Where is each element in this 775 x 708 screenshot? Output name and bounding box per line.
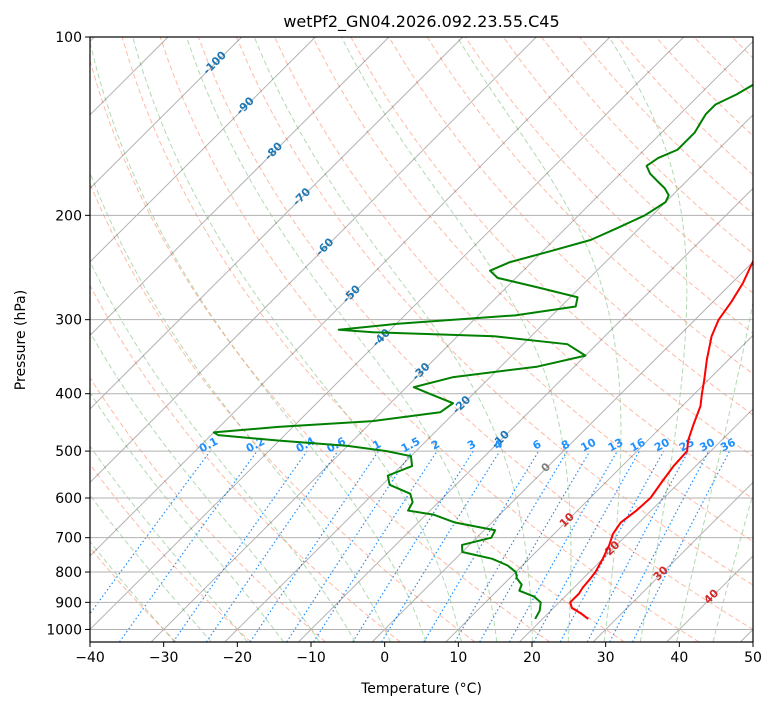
temperature-profile-line [569,259,753,620]
mixing-ratio-label: 20 [652,436,672,455]
dry-adiabat-line [502,37,753,294]
dry-adiabat-line [312,37,753,500]
dry-adiabat-line [159,37,700,642]
moist-adiabat-line [90,445,249,642]
mixing-ratio-lines [90,450,731,642]
x-tick-label: 10 [449,650,467,666]
profiles [212,83,753,620]
mixing-ratio-line [90,450,211,615]
y-tick-label: 700 [55,531,82,547]
isotherm-line [90,37,390,337]
plot-area: -100-90-80-70-60-50-40-30-20-10010203040… [90,37,753,642]
isotherm-line [90,37,243,190]
dry-adiabat-line [90,284,401,642]
x-tick-label: −10 [296,650,326,666]
x-axis: −40 −30 −20 −10 0 10 20 30 40 50 [75,642,762,666]
isobars [90,37,753,630]
x-tick-label: 50 [744,650,762,666]
mixing-ratio-line [381,450,501,642]
mixing-ratio-line [172,450,308,642]
y-tick-label: 200 [55,208,82,224]
x-tick-label: 20 [523,650,541,666]
y-tick-label: 600 [55,491,82,507]
isotherm-line [445,334,753,642]
dewpoint-profile-line [212,83,753,620]
y-tick-label: 900 [55,595,82,611]
mixing-ratio-line [559,450,665,642]
x-tick-label: 30 [597,650,615,666]
moist-adiabat-line [90,331,320,642]
y-tick-label: 500 [55,444,82,460]
mixing-ratio-line [509,450,618,642]
y-tick-label: 800 [55,565,82,581]
isotherm-line [298,187,753,642]
isotherm-line [90,37,685,631]
x-tick-label: −30 [149,650,179,666]
mixing-ratio-line [118,450,258,642]
dry-adiabat-line [197,37,753,631]
isotherm-line [592,481,753,642]
plot-frame [89,36,754,643]
mixing-ratio-label: 36 [718,436,738,455]
y-tick-label: 400 [55,387,82,403]
moist-adiabat-line [676,300,753,642]
dry-adiabat-line [426,37,753,375]
mixing-ratio-label: 16 [628,436,648,455]
dry-adiabat-line [388,37,753,416]
isotherm-line [90,37,464,410]
y-tick-label: 1000 [46,622,82,638]
moist-adiabat-line [90,171,391,642]
isotherm-line [519,408,753,642]
mixing-ratio-line [286,450,413,642]
moist-adiabat-line [341,37,572,642]
mixing-ratio-line [312,450,438,642]
x-tick-label: 40 [670,650,688,666]
mixing-ratio-label: 10 [579,436,599,455]
mixing-ratio-line [352,450,474,642]
moist-adiabat-line [253,37,533,642]
mixing-ratio-line [249,450,380,642]
dry-adiabat-line [90,376,326,642]
mixing-ratio-line [533,450,640,642]
isotherm-line [90,37,537,484]
moist-adiabat-line [90,260,356,642]
isotherm-line [90,37,316,263]
y-tick-label: 300 [55,313,82,329]
chart-title: wetPf2_GN04.2026.092.23.55.C45 [283,12,559,32]
mixing-ratio-line [632,450,731,642]
y-axis-label: Pressure (hPa) [13,290,29,390]
dry-adiabat-line [121,37,625,642]
moist-adiabat-line [608,37,688,642]
x-tick-label: −40 [75,650,105,666]
mixing-ratio-line [205,450,339,642]
dry-adiabats [90,37,753,642]
moist-adiabat-line [186,37,498,642]
isotherm-line [90,37,611,557]
mixing-ratio-label: 30 [697,436,717,455]
y-axis: 100 200 300 400 500 600 700 800 900 1000 [46,30,90,638]
dry-adiabat-line [236,37,753,586]
isotherm-line [150,40,753,642]
moist-adiabats [90,37,753,642]
dry-adiabat-line [90,463,252,642]
y-tick-label: 100 [55,30,82,46]
x-axis-label: Temperature (°C) [360,681,482,697]
x-tick-label: −20 [223,650,253,666]
dry-adiabat-line [90,182,476,642]
isotherms [90,37,753,642]
moist-adiabat-line [712,492,753,642]
x-tick-label: 0 [380,650,389,666]
dry-adiabat-line [90,58,551,642]
moist-adiabat-line [132,37,462,642]
mixing-ratio-label: 13 [606,436,626,455]
moist-adiabat-line [90,40,427,642]
dry-adiabat-line [90,546,177,642]
